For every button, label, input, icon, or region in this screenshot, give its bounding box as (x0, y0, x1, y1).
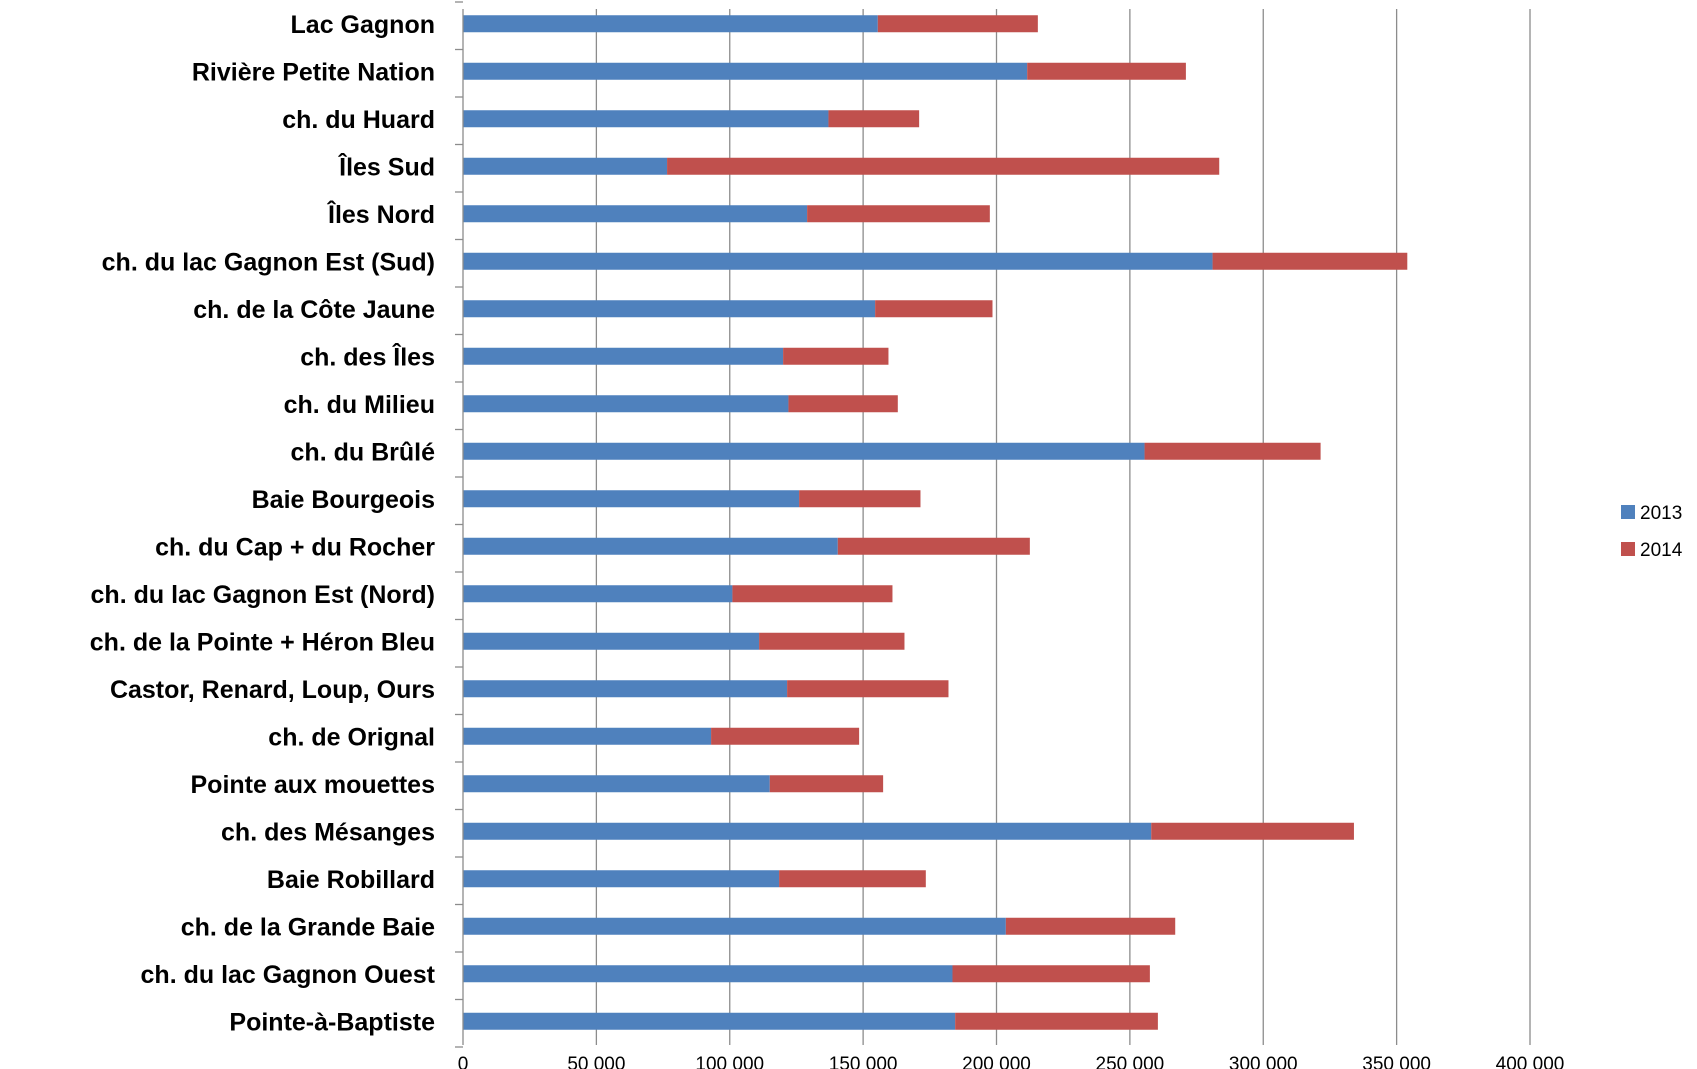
x-tick-label: 100 000 (695, 1054, 764, 1069)
category-label: ch. du lac Gagnon Est (Nord) (91, 581, 435, 609)
category-label: Îles Nord (326, 199, 435, 229)
legend-label: 2013 (1640, 503, 1682, 524)
bar-2013-20 (463, 965, 953, 983)
bar-2013-4 (463, 205, 808, 223)
bar-2013-7 (463, 347, 784, 365)
bar-2013-10 (463, 490, 800, 508)
x-tick-label: 150 000 (829, 1054, 898, 1069)
bar-2014-20 (952, 965, 1150, 983)
bar-2014-9 (1144, 442, 1321, 460)
bars (463, 15, 1408, 1030)
bar-2014-18 (779, 870, 926, 888)
bar-2014-1 (1027, 62, 1186, 80)
legend-swatch-2014 (1621, 542, 1635, 556)
bar-2014-10 (799, 490, 921, 508)
category-label: ch. du lac Gagnon Ouest (141, 961, 436, 989)
bar-2014-5 (1212, 252, 1408, 270)
bar-2014-7 (783, 347, 889, 365)
axes (455, 1, 464, 1048)
bar-2013-8 (463, 395, 789, 413)
category-label: Pointe-à-Baptiste (229, 1008, 435, 1036)
category-label: Baie Bourgeois (252, 486, 435, 514)
bar-2014-8 (788, 395, 898, 413)
category-labels: Lac Gagnon Rivière Petite Nation ch. du Hu… (90, 11, 436, 1037)
bar-2013-18 (463, 870, 780, 888)
category-label: Lac Gagnon (291, 11, 435, 39)
bar-2013-15 (463, 727, 712, 745)
bar-2013-3 (463, 157, 668, 175)
category-label: ch. des Îles (300, 341, 435, 371)
bar-2013-9 (463, 442, 1145, 460)
bar-2013-6 (463, 300, 876, 318)
x-tick-label: 350 000 (1362, 1054, 1431, 1069)
bar-2013-14 (463, 680, 788, 698)
bar-2014-17 (1151, 822, 1354, 840)
x-tick-label: 200 000 (962, 1054, 1031, 1069)
bar-2014-12 (732, 585, 893, 603)
bar-2014-14 (787, 680, 949, 698)
category-label: ch. de la Pointe + Héron Bleu (90, 628, 435, 656)
bar-2014-16 (769, 775, 884, 793)
bar-2013-1 (463, 62, 1028, 80)
bar-2013-2 (463, 110, 829, 128)
category-label: Îles Sud (337, 151, 435, 181)
category-label: Pointe aux mouettes (191, 771, 436, 799)
x-tick-label: 300 000 (1229, 1054, 1298, 1069)
bar-2014-0 (877, 15, 1038, 33)
category-label: ch. du Milieu (284, 391, 435, 419)
category-label: ch. de Orignal (268, 723, 435, 751)
x-tick-label: 50 000 (567, 1054, 625, 1069)
bar-2013-17 (463, 822, 1152, 840)
category-label: ch. du Huard (282, 106, 435, 134)
category-label: Castor, Renard, Loup, Ours (110, 676, 435, 704)
bar-2014-3 (667, 157, 1220, 175)
bar-2013-0 (463, 15, 878, 33)
category-label: Baie Robillard (267, 866, 435, 894)
bar-2013-16 (463, 775, 770, 793)
bar-2013-12 (463, 585, 733, 603)
category-label: ch. du Brûlé (291, 438, 436, 466)
bar-2014-11 (837, 537, 1030, 555)
category-label: ch. du Cap + du Rocher (155, 533, 435, 561)
bar-2014-21 (955, 1012, 1158, 1030)
x-tick-label: 250 000 (1096, 1054, 1165, 1069)
bar-2014-19 (1005, 917, 1176, 935)
gridlines (595, 9, 1531, 1045)
x-tick-labels: 0 50 000 100 000 150 000 200 000 250 000 300 0… (458, 1054, 1565, 1069)
bar-2014-15 (711, 727, 860, 745)
bar-2014-4 (807, 205, 990, 223)
bar-2013-19 (463, 917, 1006, 935)
legend-swatch-2013 (1621, 505, 1635, 519)
bar-2014-13 (759, 632, 905, 650)
bar-2013-5 (463, 252, 1213, 270)
bar-2013-13 (463, 632, 760, 650)
category-label: ch. de la Côte Jaune (193, 296, 435, 324)
legend-label: 2014 (1640, 540, 1683, 561)
category-label: Rivière Petite Nation (192, 58, 435, 86)
legend: 2013 2014 (1621, 503, 1683, 561)
bar-2013-11 (463, 537, 838, 555)
category-label: ch. de la Grande Baie (181, 913, 435, 941)
category-label: ch. des Mésanges (221, 818, 435, 846)
bar-2014-6 (875, 300, 993, 318)
bar-2013-21 (463, 1012, 956, 1030)
category-label: ch. du lac Gagnon Est (Sud) (102, 248, 435, 276)
x-tick-label: 400 000 (1496, 1054, 1565, 1069)
x-tick-label: 0 (458, 1054, 469, 1069)
bar-2014-2 (828, 110, 920, 128)
